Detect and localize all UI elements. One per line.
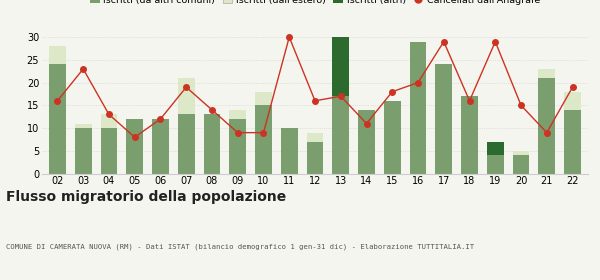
Legend: Iscritti (da altri comuni), Iscritti (dall'estero), Iscritti (altri), Cancellati: Iscritti (da altri comuni), Iscritti (da… [86, 0, 544, 8]
Text: COMUNE DI CAMERATA NUOVA (RM) - Dati ISTAT (bilancio demografico 1 gen-31 dic) -: COMUNE DI CAMERATA NUOVA (RM) - Dati IST… [6, 244, 474, 250]
Bar [127, 119, 143, 174]
Bar [384, 101, 401, 174]
Bar [178, 78, 194, 115]
Bar [101, 115, 118, 128]
Bar [203, 115, 220, 174]
Bar [358, 110, 375, 174]
Bar [410, 42, 427, 174]
Bar [564, 110, 581, 174]
Bar [436, 64, 452, 174]
Bar [75, 128, 92, 174]
Bar [307, 133, 323, 142]
Bar [281, 128, 298, 174]
Bar [178, 115, 194, 174]
Bar [538, 69, 555, 78]
Bar [255, 92, 272, 105]
Bar [487, 142, 503, 155]
Bar [512, 155, 529, 174]
Bar [538, 78, 555, 174]
Bar [487, 155, 503, 174]
Bar [512, 151, 529, 155]
Bar [307, 142, 323, 174]
Bar [49, 46, 66, 64]
Bar [229, 119, 246, 174]
Bar [152, 119, 169, 174]
Bar [332, 37, 349, 96]
Bar [332, 96, 349, 174]
Bar [487, 142, 503, 155]
Bar [255, 105, 272, 174]
Bar [564, 92, 581, 110]
Bar [49, 64, 66, 174]
Bar [229, 110, 246, 119]
Bar [461, 96, 478, 174]
Bar [101, 128, 118, 174]
Bar [75, 123, 92, 128]
Text: Flusso migratorio della popolazione: Flusso migratorio della popolazione [6, 190, 286, 204]
